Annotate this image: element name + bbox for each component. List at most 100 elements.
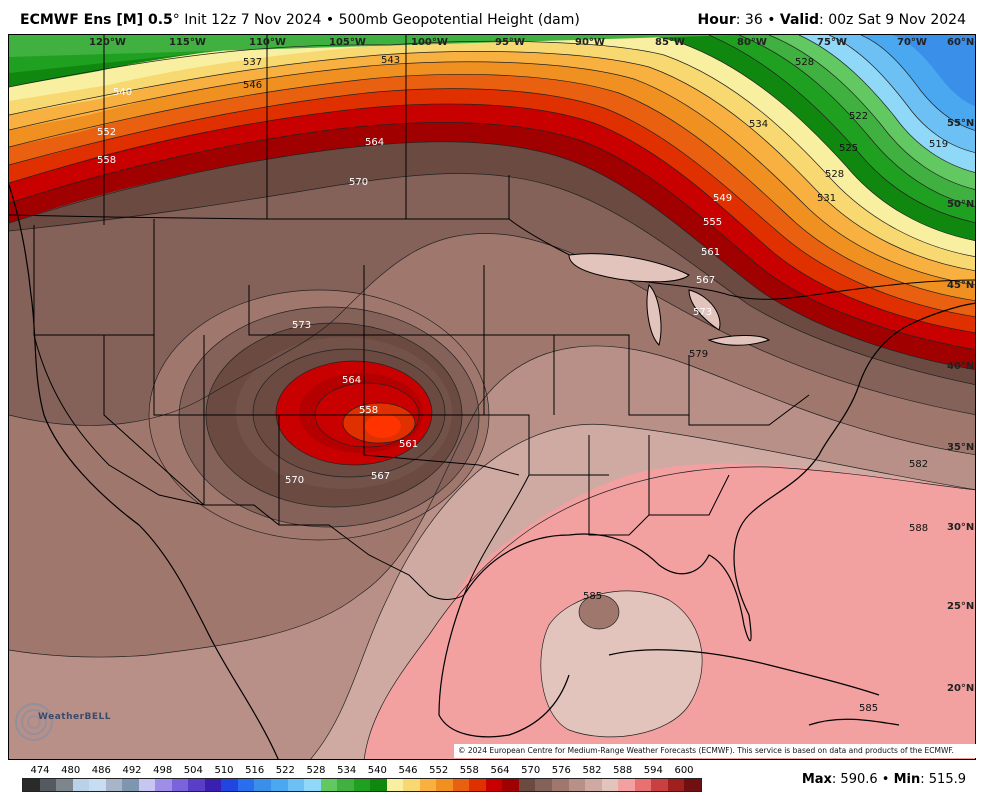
weatherbell-logo: WeatherBELL bbox=[12, 698, 111, 746]
lat-label-55n: 55°N bbox=[947, 118, 974, 129]
colorbar-label: 588 bbox=[613, 765, 633, 776]
colorbar-swatch bbox=[237, 779, 255, 791]
mexico-gulf-coast bbox=[438, 594, 570, 738]
colorbar-swatch bbox=[122, 779, 139, 791]
map-svg: 120°W 115°W 110°W 105°W 100°W 95°W 90°W … bbox=[9, 35, 975, 759]
valid-time: Hour: 36 • Valid: 00z Sat 9 Nov 2024 bbox=[698, 12, 966, 28]
copyright-notice: © 2024 European Centre for Medium-Range … bbox=[454, 744, 978, 758]
lon-label-85w: 85°W bbox=[655, 37, 685, 48]
colorbar-swatch bbox=[270, 779, 288, 791]
clabel-543: 543 bbox=[381, 55, 400, 66]
contour-lines bbox=[9, 35, 975, 759]
colorbar-swatch bbox=[618, 779, 635, 791]
clabel-low-570: 570 bbox=[285, 475, 304, 486]
clabel-low-561: 561 bbox=[399, 439, 418, 450]
contour-576 bbox=[9, 345, 975, 658]
lat-label-60n: 60°N bbox=[947, 37, 974, 48]
logo-swirl-icon bbox=[15, 703, 53, 741]
colorbar-swatch bbox=[370, 779, 387, 791]
contour-low-573 bbox=[178, 306, 480, 528]
colorbar-label: 552 bbox=[429, 765, 449, 776]
colorbar-label: 534 bbox=[337, 765, 357, 776]
degree-symbol: ° bbox=[172, 12, 180, 28]
clabel-585-east: 585 bbox=[859, 703, 878, 714]
contour-570 bbox=[9, 233, 975, 426]
contour-low-567 bbox=[252, 348, 446, 478]
colorbar-swatch bbox=[386, 779, 404, 791]
colorbar-swatch bbox=[39, 779, 57, 791]
boundary-la-tx bbox=[463, 474, 530, 596]
colorbar-swatch bbox=[552, 779, 569, 791]
colorbar-swatch bbox=[634, 779, 652, 791]
ridge-hole-585 bbox=[540, 590, 703, 737]
title-separator: • bbox=[325, 12, 335, 28]
colorbar-swatch bbox=[502, 779, 519, 791]
band-540 bbox=[9, 35, 975, 257]
clabel-588: 588 bbox=[909, 523, 928, 534]
colorbar-swatch bbox=[188, 779, 205, 791]
lon-label-105w: 105°W bbox=[329, 37, 366, 48]
lat-label-35n: 35°N bbox=[947, 442, 974, 453]
latitude-labels: 60°N 55°N 50°N 45°N 40°N 35°N 30°N 25°N … bbox=[947, 37, 974, 694]
colorbar-swatch bbox=[304, 779, 321, 791]
contour-564 bbox=[9, 173, 975, 385]
clabel-534: 534 bbox=[749, 119, 768, 130]
contour-value-labels: 537 543 546 540 552 558 564 570 573 564 … bbox=[97, 55, 948, 714]
colorbar-label: 576 bbox=[551, 765, 571, 776]
lon-label-110w: 110°W bbox=[249, 37, 286, 48]
lat-label-20n: 20°N bbox=[947, 683, 974, 694]
colorbar-swatch bbox=[601, 779, 619, 791]
clabel-540: 540 bbox=[113, 87, 132, 98]
max-label: Max bbox=[801, 772, 832, 787]
pacific-coast bbox=[9, 184, 279, 759]
contour-588 bbox=[363, 466, 975, 759]
colorbar-swatch bbox=[684, 779, 701, 791]
clabel-561: 561 bbox=[701, 247, 720, 258]
boundary-co-nm bbox=[203, 335, 280, 525]
colorbar-swatch bbox=[485, 779, 503, 791]
lake-erie bbox=[707, 335, 771, 346]
coastlines bbox=[9, 184, 975, 759]
colorbar-swatch bbox=[138, 779, 156, 791]
colorbar-swatch bbox=[518, 779, 536, 791]
clabel-522: 522 bbox=[849, 111, 868, 122]
clabel-555: 555 bbox=[703, 217, 722, 228]
contour-low-558 bbox=[342, 402, 416, 444]
colorbar-swatch bbox=[320, 779, 338, 791]
longitude-labels: 120°W 115°W 110°W 105°W 100°W 95°W 90°W … bbox=[89, 37, 927, 48]
boundary-nv-ca bbox=[103, 335, 205, 506]
colorbar-swatch bbox=[353, 779, 371, 791]
colorbar-label: 558 bbox=[459, 765, 479, 776]
hour-value: : 36 bbox=[735, 12, 763, 28]
contour-519 bbox=[860, 35, 975, 131]
contour-555 bbox=[9, 103, 975, 334]
valid-separator: • bbox=[767, 12, 776, 28]
colorbar-label: 594 bbox=[643, 765, 663, 776]
lake-superior bbox=[568, 253, 690, 283]
colorbar-label: 498 bbox=[153, 765, 173, 776]
colorbar-swatch bbox=[667, 779, 685, 791]
colorbar-swatch bbox=[204, 779, 222, 791]
clabel-546: 546 bbox=[243, 80, 262, 91]
contour-522 bbox=[828, 35, 975, 153]
header: ECMWF Ens [M] 0.5° Init 12z 7 Nov 2024 •… bbox=[0, 0, 984, 34]
min-label: Min bbox=[893, 772, 921, 787]
clabel-585: 585 bbox=[583, 591, 602, 602]
lat-label-25n: 25°N bbox=[947, 601, 974, 612]
colorbar bbox=[22, 778, 702, 792]
contour-549 bbox=[9, 74, 975, 302]
colorbar-swatch bbox=[436, 779, 453, 791]
colorbar-label: 564 bbox=[490, 765, 510, 776]
colorbar-swatch bbox=[105, 779, 123, 791]
contour-540 bbox=[9, 40, 975, 257]
colorbar-label: 486 bbox=[91, 765, 111, 776]
model-name: ECMWF Ens [M] 0.5 bbox=[20, 12, 173, 28]
map-panel: 120°W 115°W 110°W 105°W 100°W 95°W 90°W … bbox=[8, 34, 976, 760]
lon-label-90w: 90°W bbox=[575, 37, 605, 48]
clabel-552: 552 bbox=[97, 127, 116, 138]
contour-585-inner bbox=[578, 594, 620, 630]
colorbar-swatch bbox=[155, 779, 172, 791]
colorbar-swatch bbox=[254, 779, 271, 791]
lon-label-100w: 100°W bbox=[411, 37, 448, 48]
clabel-low-558: 558 bbox=[359, 405, 378, 416]
